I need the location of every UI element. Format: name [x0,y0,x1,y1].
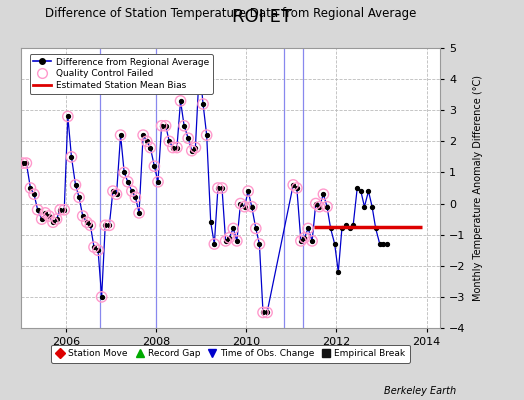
Point [94,247,102,254]
Point [150,163,159,170]
Point [38,216,46,222]
Point [124,178,132,185]
Point [225,234,233,241]
Point [128,188,136,194]
Point [319,191,328,198]
Point [22,160,30,166]
Point [218,185,226,191]
Point [52,216,61,222]
Point [56,206,64,213]
Point [297,238,305,244]
Point [247,204,256,210]
Title: Difference of Station Temperature Data from Regional Average: Difference of Station Temperature Data f… [45,8,416,20]
Point [131,194,139,200]
Point [139,132,147,138]
Point [244,188,253,194]
Point [169,144,177,151]
Point [177,98,185,104]
Point [199,101,208,107]
Point [75,194,83,200]
Point [90,244,98,250]
Point [289,182,298,188]
Point [101,222,110,228]
Point [233,238,241,244]
Point [135,210,143,216]
Point [161,122,170,129]
Point [323,204,331,210]
Point [120,169,128,176]
Point [308,238,316,244]
Point [108,188,117,194]
Point [18,160,27,166]
Point [143,138,151,144]
Point [315,204,323,210]
Point [255,241,264,247]
Legend: Station Move, Record Gap, Time of Obs. Change, Empirical Break: Station Move, Record Gap, Time of Obs. C… [51,345,410,363]
Point [49,219,57,226]
Point [252,225,260,232]
Point [157,122,166,129]
Point [184,135,192,142]
Point [165,138,173,144]
Point [34,206,42,213]
Point [304,225,312,232]
Point [97,294,106,300]
Point [105,222,114,228]
Point [241,204,249,210]
Point [191,144,200,151]
Point [67,154,75,160]
Point [83,219,91,226]
Point [116,132,125,138]
Point [188,148,196,154]
Text: Berkeley Earth: Berkeley Earth [384,386,456,396]
Point [41,210,49,216]
Point [210,241,219,247]
Point [26,185,35,191]
Point [146,144,155,151]
Point [312,200,320,207]
Point [112,191,121,198]
Point [173,144,181,151]
Point [30,191,38,198]
Point [229,225,237,232]
Point [292,185,301,191]
Y-axis label: Monthly Temperature Anomaly Difference (°C): Monthly Temperature Anomaly Difference (… [473,75,483,301]
Point [154,178,162,185]
Point [236,200,245,207]
Point [222,238,230,244]
Point [214,185,222,191]
Point [202,132,211,138]
Text: ROI ET: ROI ET [232,8,292,26]
Point [263,309,271,316]
Point [300,234,309,241]
Point [79,213,87,219]
Point [180,122,188,129]
Point [86,222,94,228]
Point [195,64,204,70]
Point [259,309,267,316]
Point [45,213,53,219]
Point [71,182,80,188]
Point [63,113,72,120]
Point [60,206,69,213]
